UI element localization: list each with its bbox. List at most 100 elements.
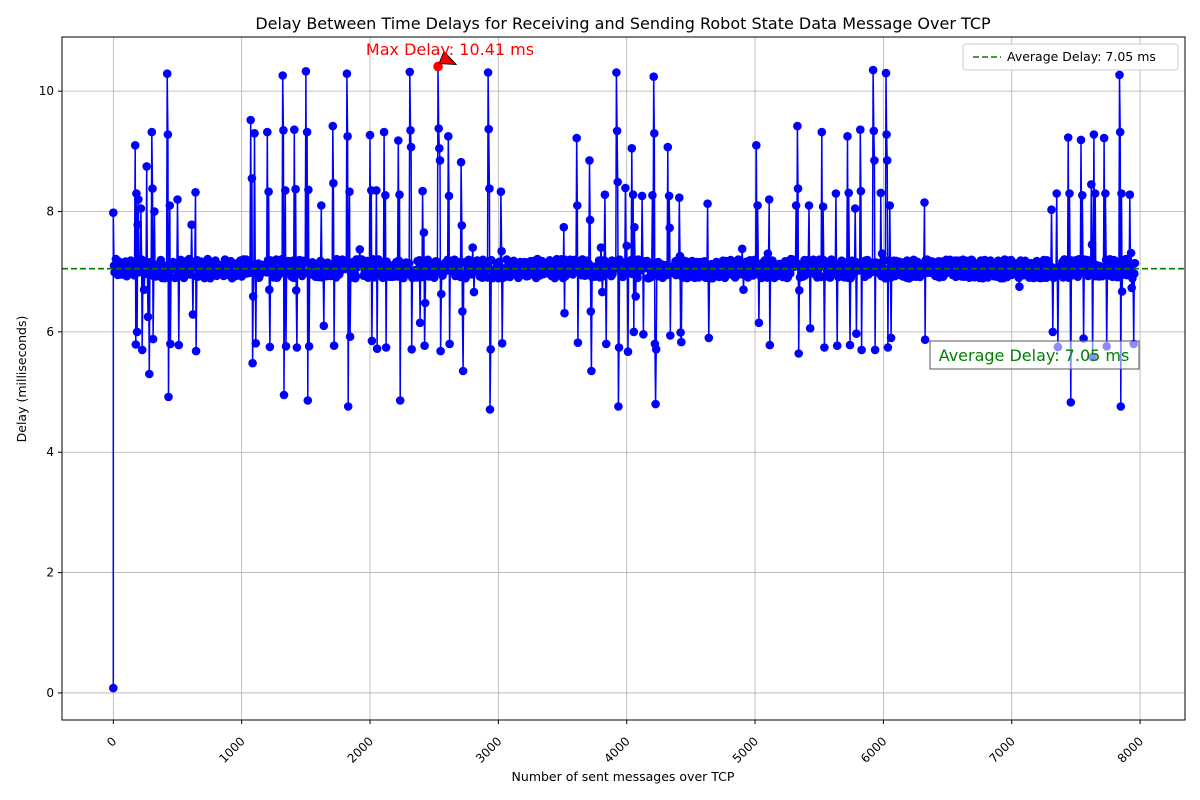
data-point-868 (665, 223, 674, 233)
max-delay-arrow (438, 50, 458, 66)
data-point-1107 (818, 202, 828, 211)
data-point-811 (628, 190, 638, 199)
data-point-1068 (793, 184, 803, 193)
data-point-846 (651, 399, 660, 409)
data-point-1489 (1063, 133, 1073, 142)
data-point-607 (497, 339, 507, 348)
data-point-465 (406, 142, 416, 152)
data-point-561 (468, 243, 478, 252)
data-point-1166 (856, 186, 866, 196)
data-point-885 (676, 328, 685, 337)
data-point-763 (598, 287, 607, 297)
data-point-39 (133, 220, 142, 229)
data-point-745 (586, 307, 596, 316)
data-point-510 (435, 156, 445, 165)
data-point-130 (191, 346, 201, 356)
data-point-367 (343, 402, 353, 411)
data-point-803 (623, 347, 633, 357)
data-point-1592 (1130, 269, 1139, 279)
data-point-464 (406, 126, 415, 135)
data-point-270 (281, 342, 291, 351)
data-point-379 (351, 272, 361, 281)
data-point-1024 (765, 340, 775, 350)
data-point-345 (329, 341, 339, 351)
data-point-746 (587, 366, 596, 376)
data-point-217 (247, 174, 257, 183)
data-point-1127 (831, 189, 841, 198)
data-point-508 (434, 124, 444, 133)
data-point-36 (131, 340, 141, 349)
series-group (62, 62, 1185, 693)
data-point-1186 (869, 126, 879, 136)
data-point-366 (343, 132, 352, 141)
data-point-1199 (877, 249, 887, 258)
data-point-53 (142, 162, 151, 171)
data-point-1085 (804, 201, 814, 210)
data-point-511 (436, 346, 445, 356)
data-point-1197 (876, 188, 886, 198)
data-point-724 (573, 201, 582, 210)
data-point-785 (612, 68, 621, 77)
data-point-1573 (1117, 287, 1127, 296)
data-point-865 (663, 142, 673, 152)
data-point-723 (572, 133, 581, 143)
data-point-1572 (1117, 189, 1126, 198)
data-point-586 (484, 124, 494, 134)
data-point-606 (497, 246, 506, 256)
data-point-49 (139, 285, 149, 295)
data-point-1065 (791, 201, 801, 210)
data-point-703 (559, 222, 569, 232)
data-point-1511 (1078, 191, 1087, 200)
data-point-305 (304, 185, 313, 195)
data-point-799 (621, 183, 630, 193)
data-point-929 (704, 333, 714, 343)
data-point-1087 (805, 324, 815, 333)
data-point-221 (250, 129, 259, 138)
data-point-1023 (764, 195, 774, 204)
data-point-487 (420, 298, 430, 308)
data-point-466 (407, 345, 417, 354)
data-point-927 (703, 199, 712, 208)
data-point-545 (458, 307, 467, 316)
data-point-1067 (793, 121, 802, 131)
plot-frame (61, 36, 1186, 721)
data-point-1570 (1115, 127, 1125, 137)
data-point-329 (319, 321, 329, 331)
data-point-833 (642, 256, 652, 266)
data-point-1213 (886, 333, 896, 343)
data-point-46 (137, 345, 147, 355)
data-point-103 (174, 340, 184, 350)
data-point-847 (651, 345, 661, 354)
data-point-1509 (1076, 135, 1086, 145)
data-point-1069 (794, 349, 803, 358)
data-point-261 (275, 268, 285, 277)
data-point-223 (251, 339, 261, 348)
data-point-325 (317, 201, 326, 210)
data-point-55 (143, 312, 153, 322)
data-point-1070 (795, 286, 804, 295)
data-point-725 (573, 338, 583, 348)
data-point-401 (365, 130, 375, 140)
data-point-301 (301, 67, 311, 76)
data-point-411 (372, 186, 381, 195)
data-point-303 (302, 127, 312, 137)
data-point-1585 (1125, 190, 1135, 199)
data-point-1525 (1087, 180, 1096, 189)
data-point-89 (165, 201, 175, 210)
data-point-825 (637, 191, 647, 201)
x-axis-label: Number of sent messages over TCP (512, 769, 735, 784)
data-point-85 (162, 69, 172, 78)
data-point-123 (187, 220, 196, 229)
data-point-306 (304, 342, 314, 351)
y-axis: 0 2 4 6 8 10 (39, 84, 62, 700)
data-point-1569 (1115, 70, 1124, 80)
data-point-1593 (1130, 258, 1140, 268)
average-delay-label: Average Delay: 7.05 ms (939, 346, 1130, 365)
data-point-241 (263, 127, 272, 137)
plot-area (62, 50, 1185, 693)
data-point-343 (328, 121, 338, 131)
data-point-219 (248, 292, 258, 301)
data-point-546 (458, 366, 468, 376)
